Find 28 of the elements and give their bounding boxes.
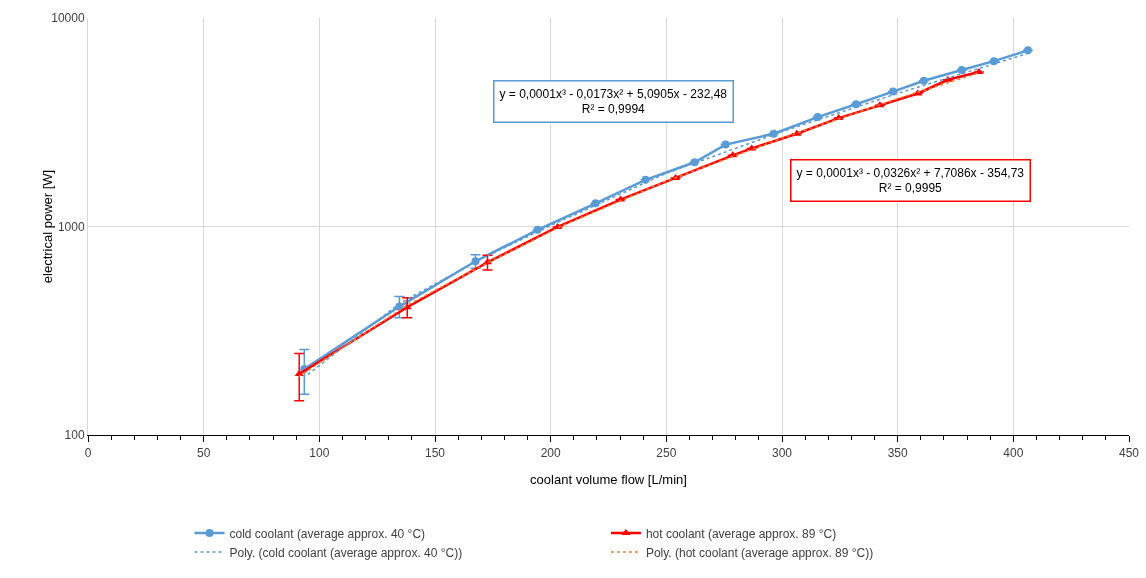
y-tick-label: 10000 [51,11,85,26]
x-tick-label: 100 [309,445,330,460]
x-tick-label: 350 [887,445,908,460]
legend-label: cold coolant (average approx. 40 °C) [229,526,426,541]
point [919,76,928,85]
x-tick-label: 200 [540,445,561,460]
x-tick-label: 0 [84,445,92,460]
x-tick-label: 300 [771,445,793,460]
x-tick-label: 400 [1003,445,1024,460]
x-tick-label: 50 [196,445,211,460]
point [641,175,650,184]
legend-label: Poly. (cold coolant (average approx. 40 °C)) [229,545,463,560]
legend-label: hot coolant (average approx. 89 °C) [645,526,837,541]
point [957,66,966,75]
annotation: y = 0,0001x³ - 0,0326x² + 7,7086x - 354,73 R² = 0,9995 [796,165,1025,196]
x-axis-title: coolant volume flow [L/min] [530,472,687,488]
x-tick-label: 250 [656,445,677,460]
point [769,129,778,138]
y-tick-label: 100 [64,428,85,443]
y-axis-title: electrical power [W] [40,169,55,284]
point [813,113,822,122]
x-tick-label: 150 [424,445,446,460]
annotation: y = 0,0001x³ - 0,0173x² + 5,0905x - 232,48 R² = 0,9994 [499,86,728,117]
point [533,225,542,234]
y-tick-label: 1000 [57,219,85,234]
legend-label: Poly. (hot coolant (average approx. 89 °C)) [645,545,874,560]
x-tick-label: 450 [1118,445,1140,460]
point [989,57,998,66]
